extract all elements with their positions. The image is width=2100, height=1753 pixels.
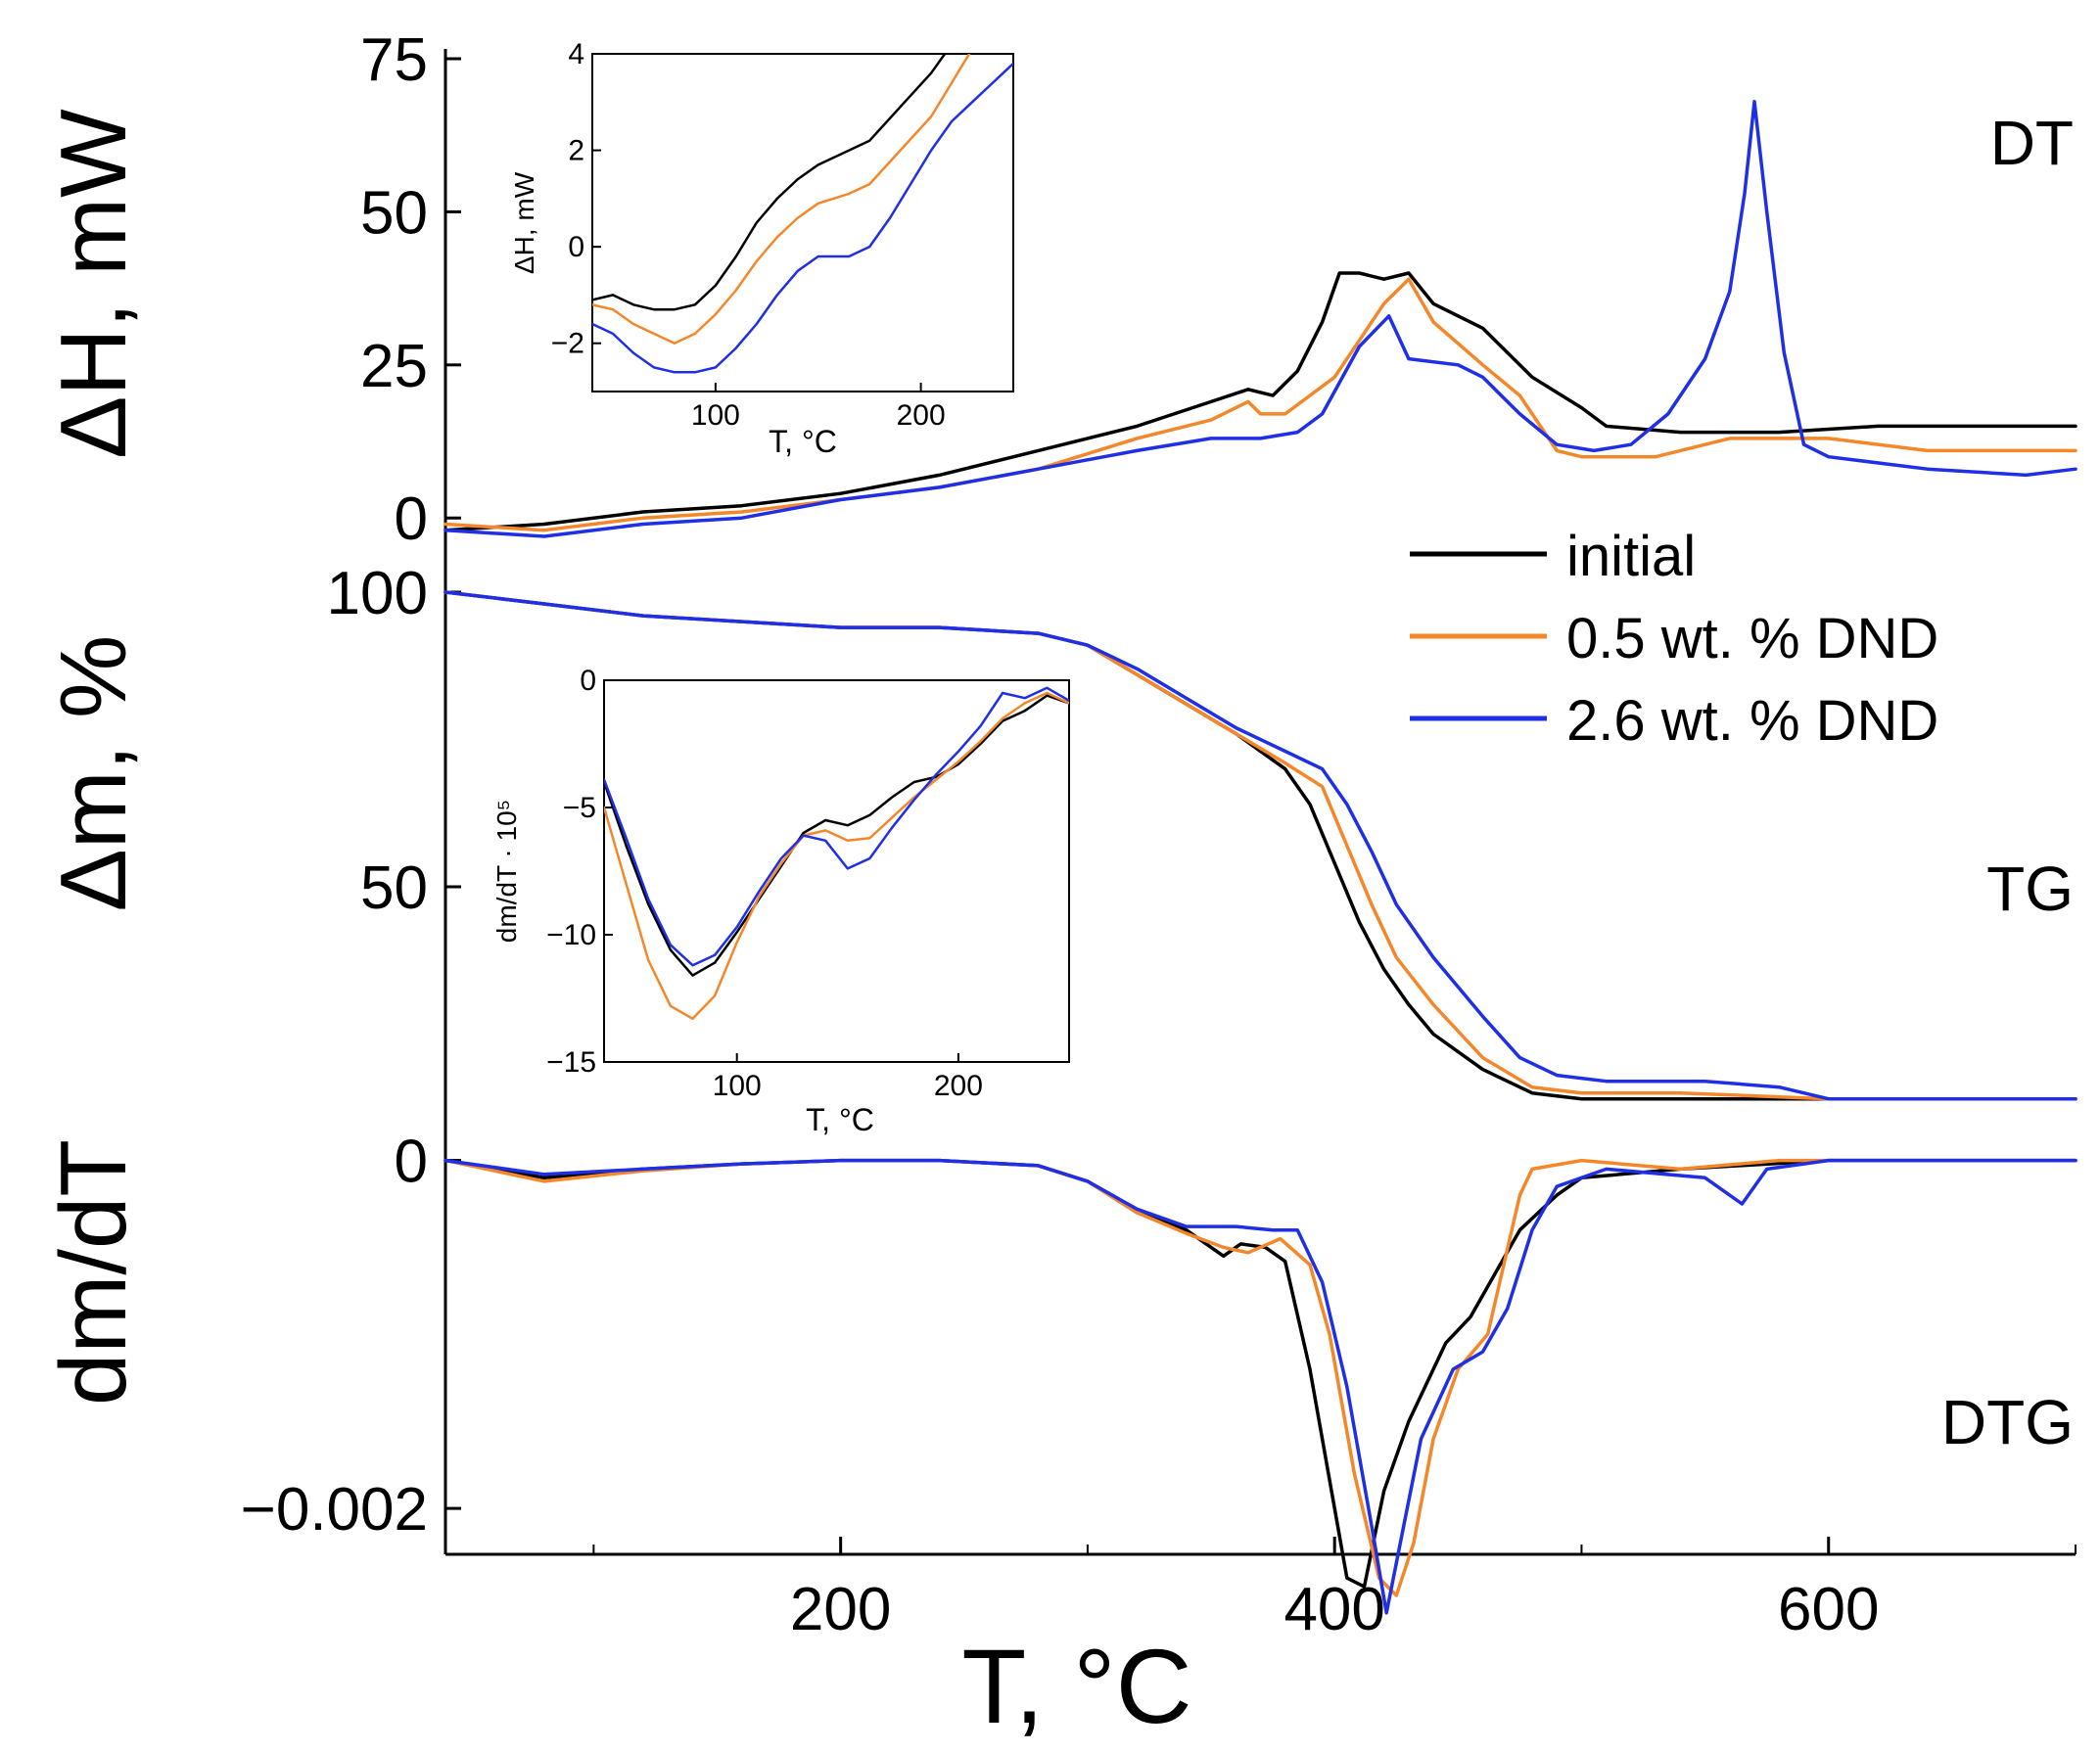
legend-label-initial: initial (1566, 525, 1696, 588)
x-tick-label: 600 (1778, 1576, 1879, 1643)
tg-panel-label: TG (1986, 853, 2074, 924)
inset-tg-series-0-5-wt-dnd (604, 691, 1069, 1021)
tg-y-tick-label: 50 (360, 854, 428, 922)
dtg-panel-label: DTG (1941, 1387, 2074, 1457)
inset-dt-y-tick-label: 0 (568, 231, 584, 263)
inset-dt-xlabel: T, °C (769, 424, 837, 459)
inset-tg-ticks: 100 200 −15 −10 −5 0 (546, 665, 983, 1102)
dtg-series-2-6-wt-dnd (443, 1158, 2077, 1615)
dt-panel-label: DT (1990, 108, 2074, 178)
dt-y-tick-label: 0 (395, 485, 428, 553)
inset-dt-x-tick-label: 100 (691, 399, 740, 432)
inset-tg: 100 200 −15 −10 −5 0 dm/dT · 10⁵ T, °C (491, 665, 1070, 1137)
dtg-y-tick-label: 0 (395, 1129, 428, 1196)
x-tick-label: 400 (1283, 1576, 1384, 1643)
legend-label-dnd05: 0.5 wt. % DND (1566, 607, 1938, 670)
inset-dt-series-2-6-wt-dnd (592, 62, 1013, 374)
dt-y-tick-label: 75 (360, 26, 428, 94)
inset-dt-series (592, 54, 1013, 374)
inset-dt-y-tick-label: 4 (568, 38, 584, 70)
tg-series-2-6-wt-dnd (443, 590, 2077, 1101)
legend: initial 0.5 wt. % DND 2.6 wt. % DND (1410, 525, 1938, 753)
dt-series-2-6-wt-dnd (443, 100, 2077, 538)
inset-tg-y-tick-label: −15 (546, 1046, 596, 1079)
dt-y-tick-label: 50 (360, 179, 428, 247)
tg-ylabel: Δm, % (41, 635, 146, 912)
inset-tg-series (604, 686, 1069, 1021)
inset-dt: 100 200 −2 0 2 4 ΔH, mW T, °C (509, 38, 1014, 459)
inset-tg-y-tick-label: −5 (563, 792, 596, 824)
dtg-y-tick-label: −0.002 (241, 1476, 428, 1544)
inset-tg-y-tick-label: 0 (580, 665, 596, 697)
dtg-ylabel: dm/dT (41, 1139, 146, 1406)
inset-dt-ticks: 100 200 −2 0 2 4 (551, 38, 946, 432)
inset-tg-xlabel: T, °C (806, 1102, 874, 1137)
inset-dt-x-tick-label: 200 (897, 399, 946, 432)
x-tick-label: 200 (790, 1576, 891, 1643)
tg-y-tick-label: 100 (327, 560, 428, 627)
inset-dt-frame (591, 53, 1014, 392)
dt-y-tick-label: 25 (360, 333, 428, 400)
inset-tg-x-tick-label: 200 (934, 1070, 983, 1102)
dtg-series-0-5-wt-dnd (443, 1158, 2077, 1597)
inset-dt-series-0-5-wt-dnd (592, 54, 971, 345)
inset-tg-ylabel: dm/dT · 10⁵ (491, 800, 522, 943)
main-series (443, 100, 2077, 1615)
dt-series-initial (443, 271, 2077, 532)
inset-tg-series-initial (604, 694, 1069, 977)
inset-dt-y-tick-label: −2 (551, 328, 584, 360)
inset-tg-frame (603, 679, 1070, 1063)
inset-tg-y-tick-label: −10 (546, 919, 596, 951)
dtg-series-initial (443, 1158, 2077, 1589)
inset-dt-ylabel: ΔH, mW (509, 171, 539, 274)
inset-tg-series-2-6-wt-dnd (604, 686, 1069, 967)
inset-dt-y-tick-label: 2 (568, 135, 584, 167)
inset-tg-x-tick-label: 100 (713, 1070, 762, 1102)
dt-ylabel: ΔH, mW (41, 109, 146, 459)
main-xlabel: T, °C (961, 1627, 1191, 1745)
legend-label-dnd26: 2.6 wt. % DND (1566, 689, 1938, 753)
inset-dt-series-initial (592, 54, 947, 311)
